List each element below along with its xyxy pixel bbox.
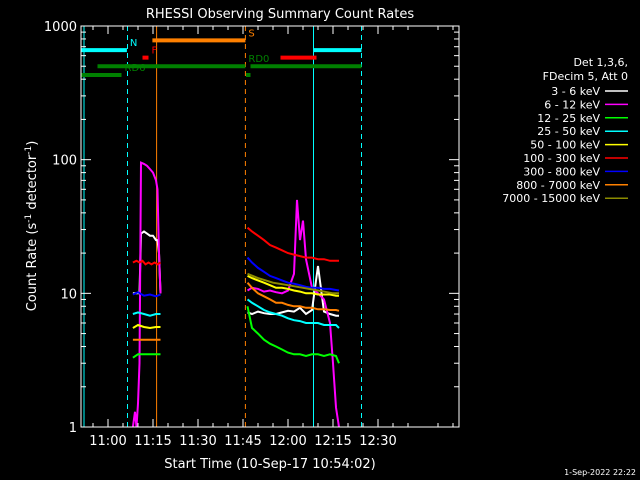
flag-label-n: N	[130, 38, 137, 49]
flag-label-rd6: RD6	[125, 63, 146, 74]
flag-label-s: S	[248, 28, 254, 39]
plot-frame	[80, 25, 460, 428]
legend-label-3: 25 - 50 keV	[537, 125, 600, 138]
series-line-3-1	[246, 298, 340, 329]
x-tick-label-3: 11:45	[224, 434, 261, 449]
legend-label-7: 800 - 7000 keV	[516, 179, 600, 192]
legend-label-2: 12 - 25 keV	[537, 112, 600, 125]
legend-label-5: 100 - 300 keV	[523, 152, 600, 165]
legend-header-line2: FDecim 5, Att 0	[543, 70, 628, 83]
legend-label-0: 3 - 6 keV	[551, 85, 600, 98]
x-tick-label-1: 11:15	[134, 434, 171, 449]
x-axis-label: Start Time (10-Sep-17 10:54:02)	[164, 457, 375, 472]
series-line-2-0	[132, 353, 161, 359]
x-tick-label-4: 12:00	[269, 434, 306, 449]
x-tick-label-6: 12:30	[359, 434, 396, 449]
series-line-1-1	[246, 199, 340, 428]
y-tick-label-3: 1000	[44, 20, 77, 35]
y-axis-label: Count Rate (s-1 detector-1)	[24, 141, 40, 312]
y-tick-label-2: 100	[52, 154, 77, 169]
legend-header-line1: Det 1,3,6,	[573, 56, 628, 69]
series-line-3-0	[132, 311, 161, 317]
legend-label-6: 300 - 800 keV	[523, 165, 600, 178]
y-tick-label-0: 1	[69, 421, 77, 436]
y-tick-label-1: 10	[60, 287, 77, 302]
series-line-2-1	[246, 306, 340, 364]
footer-timestamp: 1-Sep-2022 22:22	[564, 468, 636, 477]
plot-area: N S F RD0 RD6	[81, 26, 362, 428]
flag-label-f: F	[152, 46, 158, 57]
series-line-5-0	[132, 259, 162, 266]
series-line-1-0	[131, 161, 162, 428]
x-axis: 11:00 11:15 11:30 11:45 12:00 12:15 12:30	[89, 26, 454, 449]
series-line-6-1	[246, 256, 340, 292]
series-line-8-0	[247, 272, 339, 295]
series-line-4-0	[132, 323, 161, 330]
flag-label-rd0: RD0	[248, 54, 269, 65]
legend-label-1: 6 - 12 keV	[544, 98, 600, 111]
series-line-6-0	[132, 291, 161, 298]
x-tick-label-5: 12:15	[314, 434, 351, 449]
legend-label-4: 50 - 100 keV	[530, 139, 600, 152]
y-axis: 1 10 100 1000	[44, 20, 459, 436]
x-tick-label-0: 11:00	[89, 434, 126, 449]
chart-title: RHESSI Observing Summary Count Rates	[146, 7, 415, 22]
x-tick-label-2: 11:30	[179, 434, 216, 449]
series-line-4-1	[247, 275, 339, 297]
series-line-5-1	[246, 226, 339, 262]
legend-label-8: 7000 - 15000 keV	[502, 192, 600, 205]
series-line-7-1	[246, 282, 340, 312]
series-line-0-1	[247, 265, 339, 317]
